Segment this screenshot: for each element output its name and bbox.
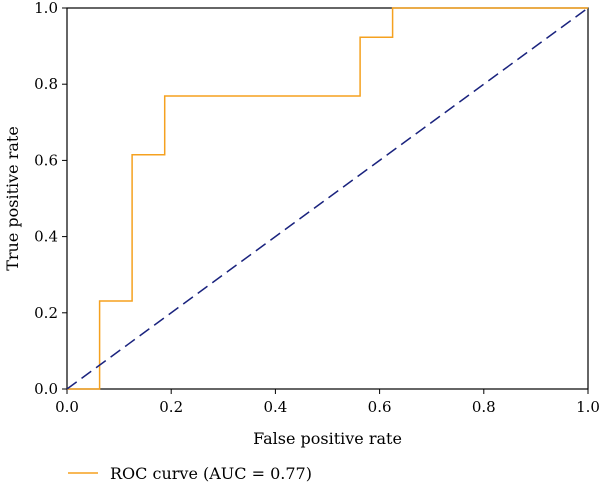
chance-diagonal-line — [66, 7, 589, 390]
y-tick-label: 0.6 — [34, 151, 58, 169]
y-tick-label: 1.0 — [34, 0, 58, 17]
x-tick-label: 0.2 — [159, 398, 183, 416]
legend-label-roc: ROC curve (AUC = 0.77) — [110, 464, 312, 483]
y-tick-label: 0.8 — [34, 75, 58, 93]
x-tick-label: 1.0 — [576, 398, 600, 416]
plot-area: 0.0 0.2 0.4 0.6 0.8 1.0 0.0 0.2 0.4 0.6 0.8 1.0 — [34, 0, 600, 416]
x-tick-label: 0.8 — [472, 398, 496, 416]
roc-curve-line — [67, 7, 588, 390]
plot-frame — [66, 7, 589, 390]
x-axis-ticks: 0.0 0.2 0.4 0.6 0.8 1.0 — [55, 389, 600, 416]
x-tick-label: 0.0 — [55, 398, 79, 416]
x-tick-label: 0.4 — [263, 398, 287, 416]
series-layer — [66, 7, 589, 390]
x-tick-label: 0.6 — [368, 398, 392, 416]
y-axis-label: True positive rate — [3, 126, 22, 271]
x-axis-label: False positive rate — [253, 429, 402, 448]
legend: ROC curve (AUC = 0.77) — [68, 464, 312, 483]
y-tick-label: 0.0 — [34, 380, 58, 398]
y-axis-ticks: 0.0 0.2 0.4 0.6 0.8 1.0 — [34, 0, 67, 398]
y-tick-label: 0.4 — [34, 228, 58, 246]
y-tick-label: 0.2 — [34, 304, 58, 322]
